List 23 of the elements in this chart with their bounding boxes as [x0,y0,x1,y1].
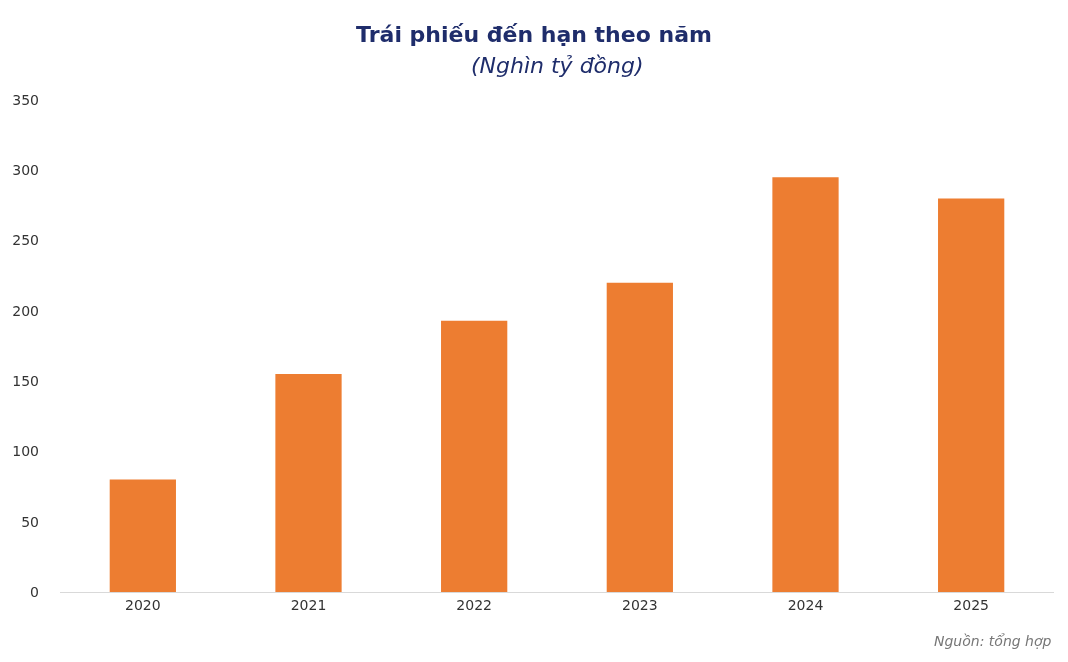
bar [441,320,508,592]
bar [275,374,342,592]
chart-subtitle: (Nghìn tỷ đồng) [471,53,644,78]
bar [772,177,839,592]
bar [938,198,1005,592]
x-tick-label: 2023 [622,596,658,613]
bar [109,479,176,592]
chart-title: Trái phiếu đến hạn theo năm [356,21,712,47]
x-tick-label: 2024 [787,596,824,613]
y-tick-label: 0 [30,583,39,600]
y-tick-label: 350 [12,91,39,108]
x-tick-label: 2020 [125,596,161,613]
y-tick-label: 50 [21,513,39,530]
y-tick-label: 100 [12,443,39,460]
y-tick-label: 200 [12,302,39,319]
y-tick-label: 250 [12,232,39,249]
bar [606,282,673,592]
text: Nguồn: tổng hợp [934,633,1052,649]
x-tick-label: 2022 [456,596,492,613]
y-tick-label: 300 [12,162,39,179]
x-tick-label: 2025 [953,596,989,613]
x-tick-label: 2021 [290,596,327,613]
y-tick-label: 150 [12,373,39,390]
